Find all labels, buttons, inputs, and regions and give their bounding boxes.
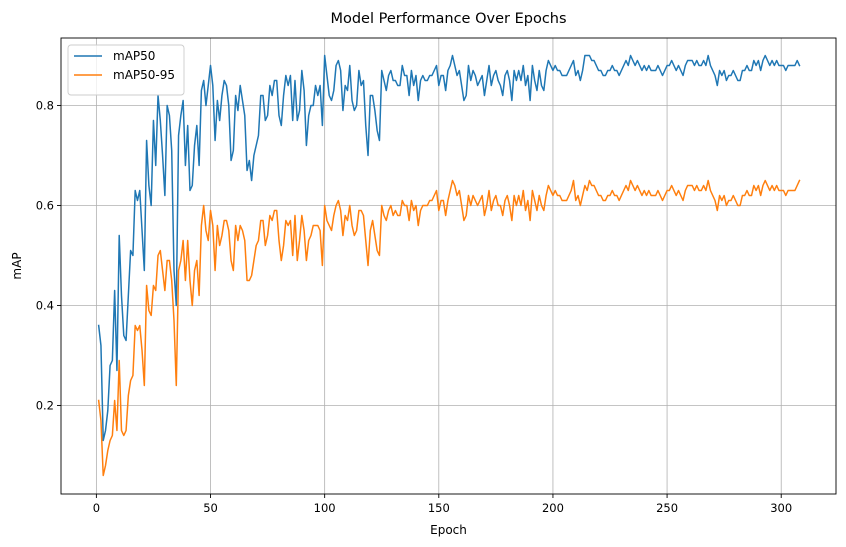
y-tick-label: 0.2 <box>36 399 54 413</box>
chart-title: Model Performance Over Epochs <box>330 11 566 27</box>
y-tick-label: 0.6 <box>36 199 54 213</box>
y-axis-label: mAP <box>10 252 24 279</box>
series-line-map50 <box>97 54 801 442</box>
series-line-map50-95 <box>97 179 801 477</box>
x-tick-label: 250 <box>656 501 678 515</box>
y-tick-label: 0.4 <box>36 299 54 313</box>
x-tick-label: 100 <box>314 501 336 515</box>
plot-frame <box>60 37 837 495</box>
x-tick-label: 200 <box>542 501 564 515</box>
legend-frame <box>67 44 185 96</box>
plot-area <box>61 38 836 494</box>
grid <box>61 38 836 494</box>
y-tick-label: 0.8 <box>36 99 54 113</box>
ticks: 0 50 100 150 200 250 300 0.2 0.4 0.6 0.8 <box>36 99 792 516</box>
x-tick-label: 300 <box>770 501 792 515</box>
x-tick-label: 150 <box>428 501 450 515</box>
x-tick-label: 50 <box>203 501 218 515</box>
legend-label-map50: mAP50 <box>113 49 155 63</box>
series-layer <box>97 54 801 477</box>
x-tick-label: 0 <box>93 501 100 515</box>
x-axis-label: Epoch <box>430 523 467 537</box>
legend: mAP50 mAP50-95 <box>67 44 185 96</box>
legend-label-map50-95: mAP50-95 <box>113 68 175 82</box>
